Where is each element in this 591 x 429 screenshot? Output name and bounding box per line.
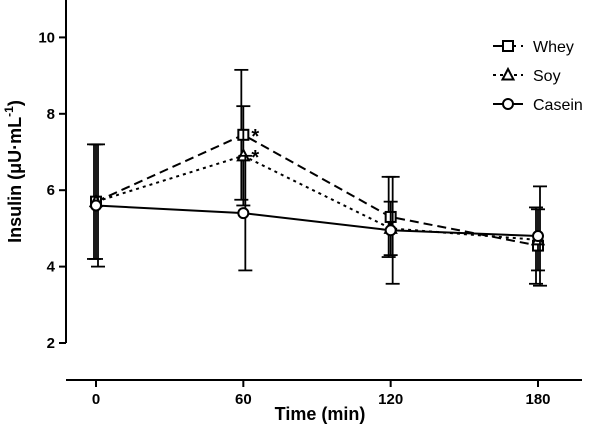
series-line-soy: [95, 154, 539, 241]
x-axis-title: Time (min): [275, 404, 366, 424]
y-tick-label: 2: [47, 335, 55, 352]
x-tick-label: 0: [92, 391, 100, 408]
legend-label-soy: Soy: [533, 68, 561, 85]
legend-label-whey: Whey: [533, 39, 574, 56]
data-point-casein: [237, 207, 250, 220]
y-tick-label: 4: [47, 259, 56, 276]
legend-marker-soy: [500, 66, 516, 81]
legend-marker-whey: [502, 40, 514, 52]
significance-marker-soy: *: [251, 147, 259, 169]
series-line-whey: [95, 133, 539, 247]
x-tick-label: 180: [525, 391, 550, 408]
data-point-casein: [90, 199, 102, 212]
y-tick-label: 8: [47, 106, 55, 123]
legend-item-casein: Casein: [493, 97, 583, 114]
data-point-casein: [384, 224, 397, 237]
series-soy: *: [88, 105, 546, 272]
legend-marker-casein: [502, 98, 514, 110]
series-whey: *: [87, 68, 544, 285]
legend: Whey Soy Casein: [493, 39, 583, 114]
y-tick-label: 10: [38, 29, 55, 46]
series-casein: [90, 143, 547, 287]
series-line-casein: [95, 204, 539, 238]
x-tick-label: 60: [235, 391, 252, 408]
legend-label-casein: Casein: [533, 97, 583, 114]
x-tick-label: 120: [378, 391, 403, 408]
y-axis-title: Insulin (μU·mL-1): [2, 100, 25, 243]
legend-item-whey: Whey: [493, 39, 574, 56]
y-tick-label: 6: [47, 182, 55, 199]
data-point-casein: [532, 230, 544, 243]
legend-item-soy: Soy: [493, 66, 561, 85]
significance-marker-whey: *: [251, 126, 259, 148]
